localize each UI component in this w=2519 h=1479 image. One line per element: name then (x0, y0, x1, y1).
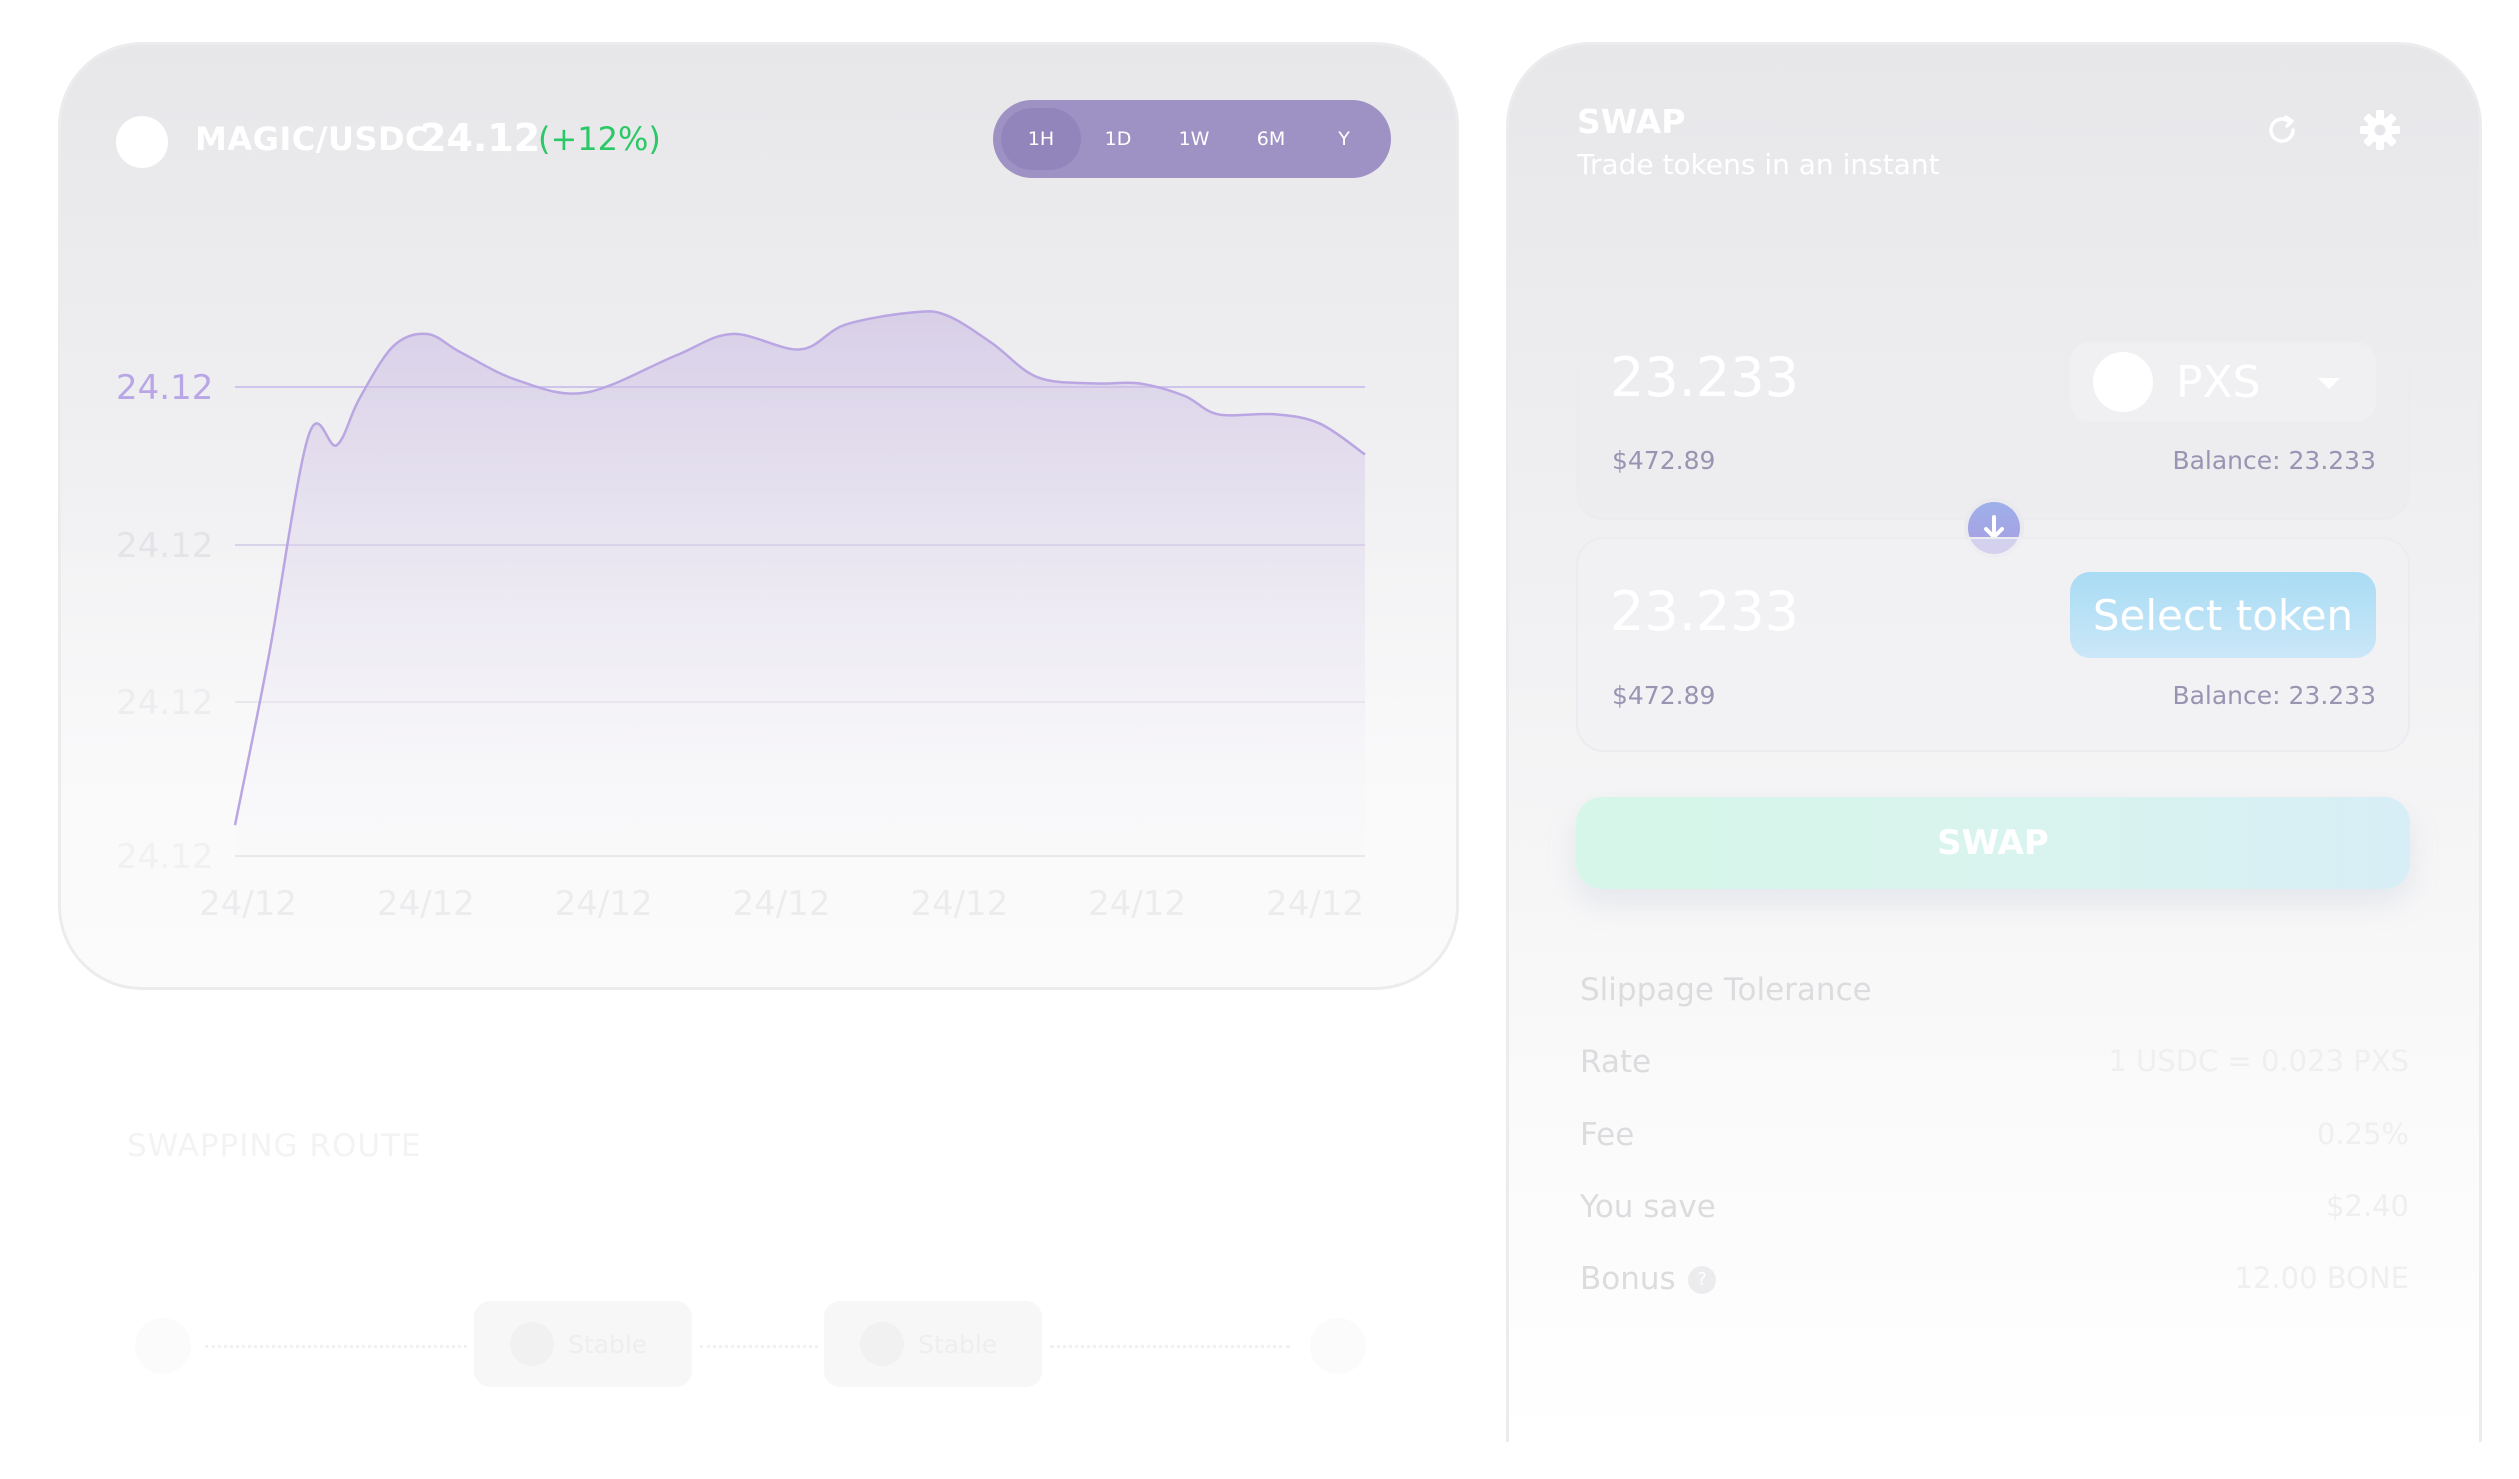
range-1h-button[interactable]: 1H (1001, 108, 1081, 170)
to-usd-value: $472.89 (1612, 681, 1716, 710)
x-tick-label: 24/12 (1266, 884, 1364, 924)
price-chart: 24.12 24.12 24.12 24.12 24/12 24/12 24/12 24/1… (116, 310, 1366, 924)
from-balance: Balance: 23.233 (2172, 446, 2376, 475)
x-tick-label: 24/12 (733, 884, 831, 924)
price-line (233, 310, 1366, 826)
swap-title: SWAP (1577, 102, 1686, 141)
from-usd-value: $472.89 (1612, 446, 1716, 475)
swap-subtitle: Trade tokens in an instant (1577, 148, 1940, 181)
rate-value: 1 USDC = 0.023 PXS (2108, 1044, 2409, 1078)
pool-icon (860, 1322, 904, 1366)
fee-label: Fee (1580, 1117, 1635, 1153)
you-save-value: $2.40 (2325, 1189, 2409, 1223)
route-start-token-icon (135, 1318, 191, 1374)
y-tick-label: 24.12 (116, 526, 213, 566)
pool-icon (510, 1322, 554, 1366)
price-area (235, 311, 1365, 857)
x-tick-label: 24/12 (199, 884, 297, 924)
chevron-down-icon[interactable] (2318, 378, 2340, 389)
range-y-button[interactable]: Y (1338, 128, 1350, 150)
y-tick-label: 24.12 (116, 368, 213, 408)
route-pool-stable-2[interactable]: Stable (824, 1301, 1042, 1387)
select-token-button[interactable]: Select token (2070, 572, 2376, 658)
range-1w-button[interactable]: 1W (1178, 128, 1210, 150)
you-save-label: You save (1580, 1189, 1716, 1225)
route-pool-label: Stable (918, 1329, 998, 1359)
route-connector (1050, 1345, 1290, 1348)
fee-value: 0.25% (2316, 1117, 2409, 1151)
route-end-token-icon (1310, 1318, 1366, 1374)
pair-price: 24.12 (420, 116, 541, 160)
pair-change: (+12%) (538, 120, 661, 158)
route-connector (205, 1345, 467, 1348)
y-tick-label: 24.12 (116, 683, 213, 723)
route-pool-label: Stable (568, 1329, 648, 1359)
rate-label: Rate (1580, 1044, 1652, 1080)
token-pair-icon (116, 116, 168, 168)
to-amount-input[interactable]: 23.233 (1610, 580, 1799, 643)
x-tick-label: 24/12 (910, 884, 1008, 924)
token-pair-label: MAGIC/USDC (195, 120, 430, 158)
swap-button[interactable]: SWAP (1576, 797, 2410, 889)
time-range-selector: 1H 1D 1W 6M Y (993, 100, 1391, 178)
refresh-icon[interactable] (2262, 110, 2302, 150)
slippage-label: Slippage Tolerance (1580, 972, 1872, 1008)
bonus-label: Bonus (1580, 1261, 1676, 1297)
gear-icon[interactable] (2358, 108, 2402, 152)
help-icon[interactable]: ? (1688, 1266, 1716, 1294)
x-tick-label: 24/12 (555, 884, 653, 924)
x-tick-label: 24/12 (377, 884, 475, 924)
route-connector (700, 1345, 818, 1348)
route-pool-stable-1[interactable]: Stable (474, 1301, 692, 1387)
range-6m-button[interactable]: 6M (1256, 128, 1286, 150)
token-icon (2093, 352, 2153, 412)
bonus-value: 12.00 BONE (2234, 1261, 2409, 1295)
from-amount-input[interactable]: 23.233 (1610, 346, 1799, 409)
to-balance: Balance: 23.233 (2172, 681, 2376, 710)
y-tick-label: 24.12 (116, 837, 213, 877)
range-1d-button[interactable]: 1D (1104, 128, 1132, 150)
from-token-name: PXS (2176, 357, 2261, 408)
x-tick-label: 24/12 (1088, 884, 1186, 924)
swapping-route-title: SWAPPING ROUTE (127, 1128, 422, 1164)
